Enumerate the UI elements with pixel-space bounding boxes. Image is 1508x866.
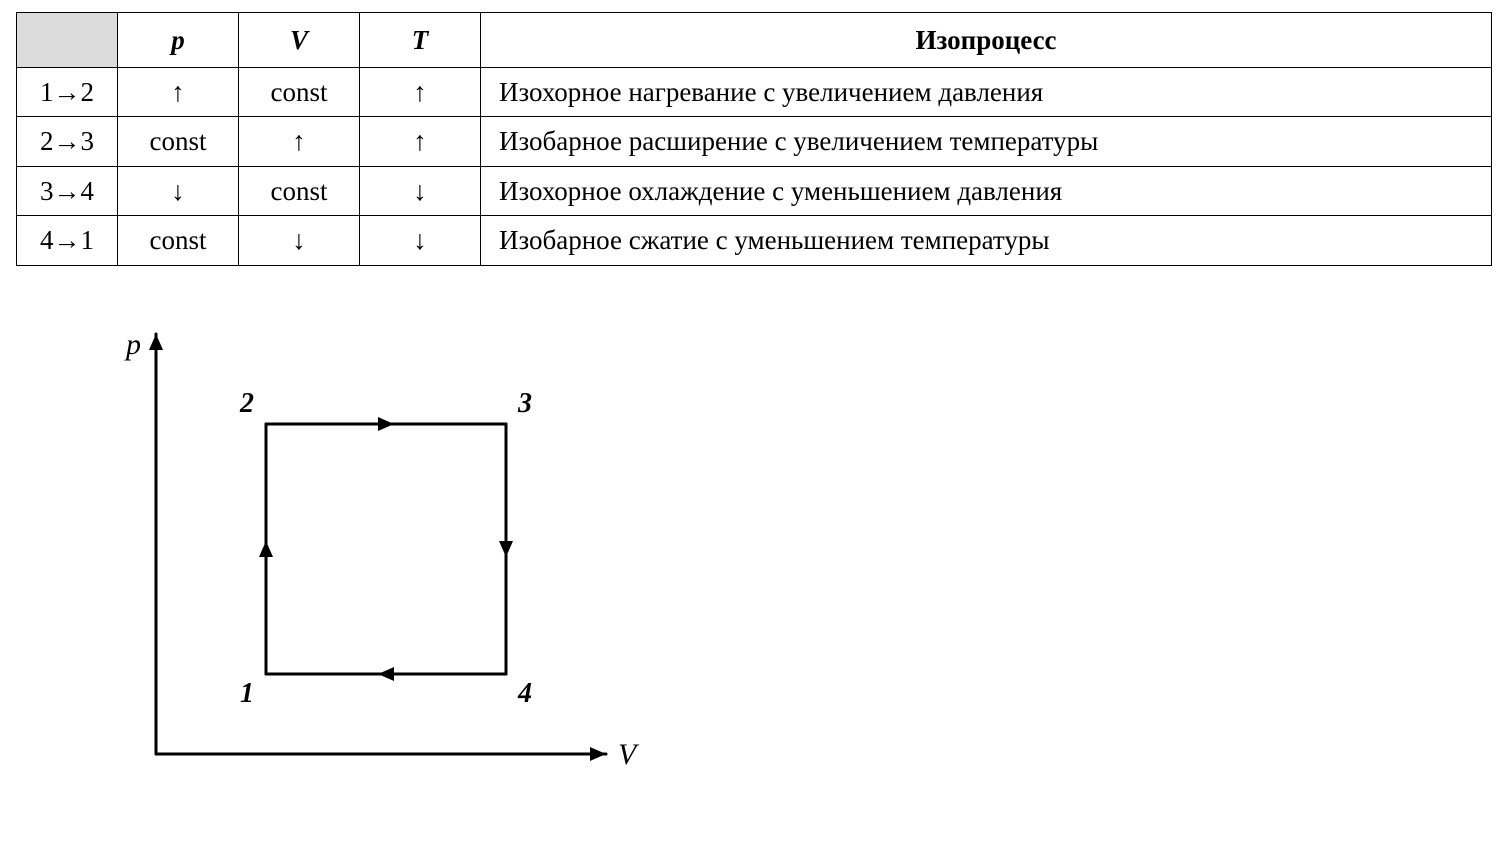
cell-transition: 4→1 bbox=[17, 216, 118, 265]
arrow-up-icon: ↑ bbox=[171, 77, 185, 107]
cell-p: const bbox=[118, 117, 239, 166]
cell-p: ↑ bbox=[118, 68, 239, 117]
isoproc-table: p V T Изопроцесс 1→2 ↑ const ↑ Изохорное… bbox=[16, 12, 1492, 266]
node-label-1: 1 bbox=[240, 678, 254, 709]
arrow-up-icon: ↑ bbox=[413, 126, 427, 156]
cell-transition: 3→4 bbox=[17, 166, 118, 215]
col-header-isoproc: Изопроцесс bbox=[481, 13, 1492, 68]
arrow-down-icon: ↓ bbox=[292, 225, 306, 255]
cell-t: ↓ bbox=[360, 216, 481, 265]
arrow-up-icon: ↑ bbox=[292, 126, 306, 156]
cell-t: ↑ bbox=[360, 68, 481, 117]
arrow-down-icon: ↓ bbox=[413, 176, 427, 206]
node-label-4: 4 bbox=[517, 678, 532, 709]
cell-transition: 1→2 bbox=[17, 68, 118, 117]
arrow-down-icon: ↓ bbox=[171, 176, 185, 206]
cell-v: const bbox=[239, 68, 360, 117]
pv-diagram: p V 1 2 3 4 bbox=[86, 294, 686, 814]
cell-v: const bbox=[239, 166, 360, 215]
cell-p: const bbox=[118, 216, 239, 265]
cell-p: ↓ bbox=[118, 166, 239, 215]
arrow-down-icon: ↓ bbox=[413, 225, 427, 255]
table-row: 3→4 ↓ const ↓ Изохорное охлаждение с уме… bbox=[17, 166, 1492, 215]
table-row: 4→1 const ↓ ↓ Изобарное сжатие с уменьше… bbox=[17, 216, 1492, 265]
cell-desc: Изохорное нагревание с увеличением давле… bbox=[481, 68, 1492, 117]
table-row: 2→3 const ↑ ↑ Изобарное расширение с уве… bbox=[17, 117, 1492, 166]
table-row: 1→2 ↑ const ↑ Изохорное нагревание с уве… bbox=[17, 68, 1492, 117]
cell-desc: Изобарное сжатие с уменьшением температу… bbox=[481, 216, 1492, 265]
cell-transition: 2→3 bbox=[17, 117, 118, 166]
cell-v: ↓ bbox=[239, 216, 360, 265]
arrow-up-icon: ↑ bbox=[413, 77, 427, 107]
col-header-v: V bbox=[239, 13, 360, 68]
table-corner-cell bbox=[17, 13, 118, 68]
cell-desc: Изобарное расширение с увеличением темпе… bbox=[481, 117, 1492, 166]
table-header-row: p V T Изопроцесс bbox=[17, 13, 1492, 68]
node-label-2: 2 bbox=[239, 388, 254, 419]
cell-t: ↑ bbox=[360, 117, 481, 166]
col-header-p: p bbox=[118, 13, 239, 68]
col-header-t: T bbox=[360, 13, 481, 68]
axis-label-p: p bbox=[124, 328, 141, 361]
axis-label-v: V bbox=[618, 738, 640, 771]
cell-desc: Изохорное охлаждение с уменьшением давле… bbox=[481, 166, 1492, 215]
pv-diagram-container: p V 1 2 3 4 bbox=[86, 294, 1492, 819]
node-label-3: 3 bbox=[517, 388, 532, 419]
cell-t: ↓ bbox=[360, 166, 481, 215]
cell-v: ↑ bbox=[239, 117, 360, 166]
